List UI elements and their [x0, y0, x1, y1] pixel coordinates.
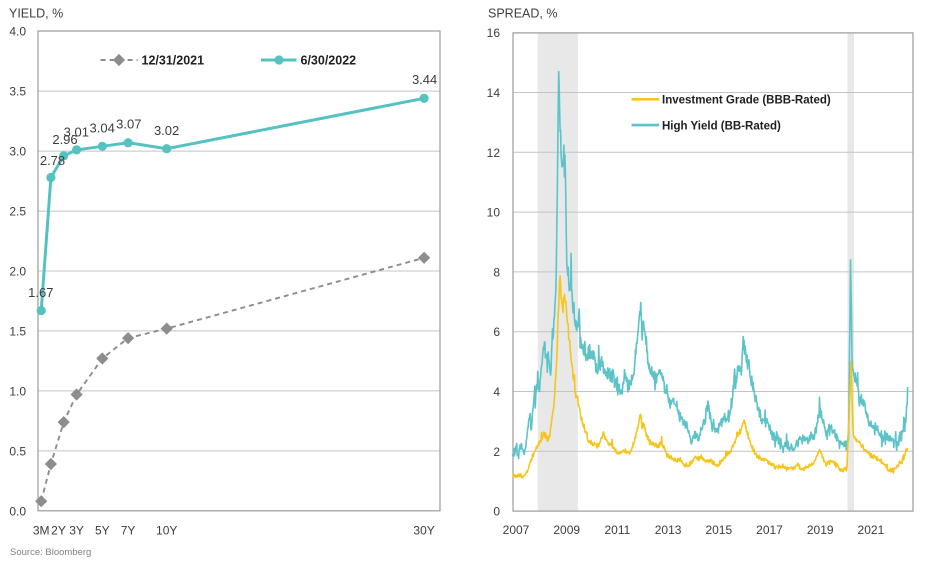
svg-text:3.07: 3.07 [116, 117, 141, 132]
svg-text:2011: 2011 [604, 523, 630, 537]
svg-text:16: 16 [487, 26, 501, 40]
svg-text:2Y: 2Y [51, 524, 66, 538]
svg-text:3.44: 3.44 [412, 72, 437, 87]
svg-text:0.0: 0.0 [9, 504, 26, 518]
svg-text:3.01: 3.01 [64, 125, 89, 140]
svg-text:2.96: 2.96 [52, 132, 77, 147]
svg-text:2009: 2009 [553, 523, 580, 537]
svg-text:3.04: 3.04 [90, 121, 115, 136]
svg-text:30Y: 30Y [413, 524, 434, 538]
svg-text:YIELD, %: YIELD, % [9, 7, 63, 21]
svg-text:4.0: 4.0 [9, 25, 26, 39]
svg-text:2013: 2013 [655, 523, 682, 537]
svg-text:High Yield (BB-Rated): High Yield (BB-Rated) [662, 120, 781, 132]
svg-text:14: 14 [487, 86, 501, 100]
svg-text:2.5: 2.5 [9, 205, 26, 219]
svg-text:0.5: 0.5 [9, 444, 26, 458]
svg-text:10Y: 10Y [156, 524, 177, 538]
svg-text:6/30/2022: 6/30/2022 [301, 54, 357, 68]
svg-text:10: 10 [487, 206, 501, 220]
svg-text:2.78: 2.78 [40, 153, 65, 168]
svg-text:3M: 3M [33, 524, 50, 538]
svg-text:2019: 2019 [807, 523, 834, 537]
svg-text:6: 6 [493, 325, 500, 339]
svg-text:2: 2 [493, 445, 500, 459]
svg-text:1.67: 1.67 [28, 285, 53, 300]
svg-text:Source: Bloomberg: Source: Bloomberg [10, 547, 91, 558]
svg-text:12/31/2021: 12/31/2021 [142, 54, 205, 68]
svg-text:1.0: 1.0 [9, 384, 26, 398]
svg-text:2017: 2017 [756, 523, 783, 537]
svg-text:4: 4 [493, 385, 500, 399]
svg-text:1.5: 1.5 [9, 324, 26, 338]
svg-text:7Y: 7Y [121, 524, 136, 538]
svg-text:SPREAD, %: SPREAD, % [488, 7, 557, 21]
svg-text:5Y: 5Y [95, 524, 110, 538]
svg-text:Investment Grade (BBB-Rated): Investment Grade (BBB-Rated) [662, 95, 831, 107]
svg-text:3Y: 3Y [69, 524, 84, 538]
svg-text:2021: 2021 [858, 523, 885, 537]
svg-text:3.02: 3.02 [154, 123, 179, 138]
svg-text:12: 12 [487, 146, 501, 160]
svg-text:2.0: 2.0 [9, 265, 26, 279]
svg-text:2015: 2015 [705, 523, 732, 537]
svg-text:8: 8 [493, 265, 500, 279]
svg-text:0: 0 [493, 505, 500, 519]
svg-text:2007: 2007 [503, 523, 530, 537]
svg-text:3.5: 3.5 [9, 85, 26, 99]
svg-text:3.0: 3.0 [9, 145, 26, 159]
